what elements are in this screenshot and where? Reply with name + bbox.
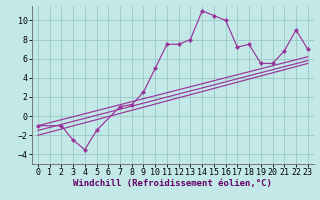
X-axis label: Windchill (Refroidissement éolien,°C): Windchill (Refroidissement éolien,°C) xyxy=(73,179,272,188)
